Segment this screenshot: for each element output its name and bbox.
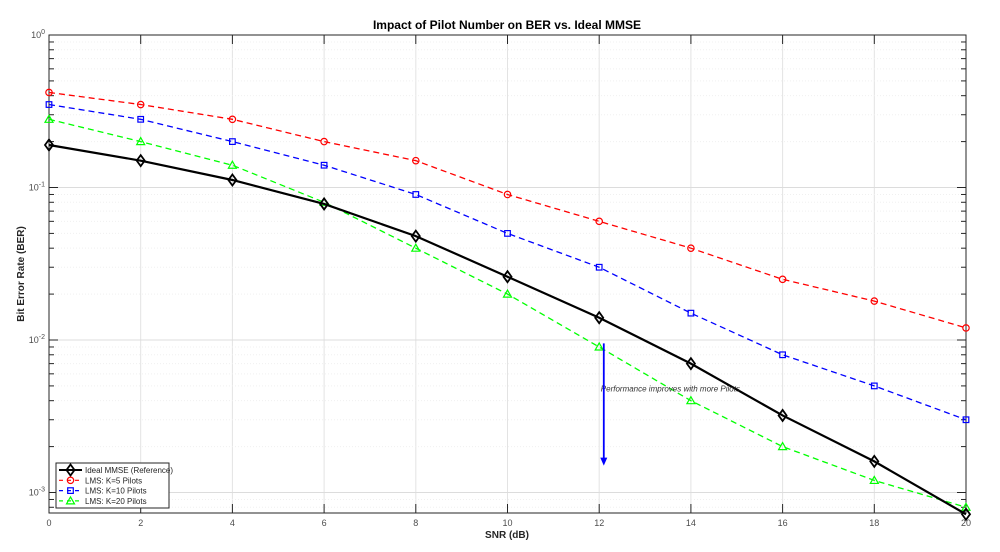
- square-marker: [779, 351, 786, 359]
- x-tick-label: 18: [869, 518, 879, 528]
- diamond-marker: [43, 137, 55, 153]
- diamond-marker: [135, 153, 146, 168]
- square-marker: [504, 230, 511, 237]
- square-marker: [962, 416, 970, 424]
- series-ideal-mmse-reference-: [43, 137, 972, 522]
- diamond-marker: [318, 196, 330, 211]
- triangle-marker: [502, 288, 513, 298]
- diamond-marker: [227, 172, 238, 188]
- triangle-marker: [869, 475, 880, 485]
- legend-label: LMS: K=5 Pilots: [85, 476, 142, 485]
- triangle-marker: [135, 136, 146, 146]
- diamond-marker: [594, 310, 605, 325]
- legend-label: LMS: K=10 Pilots: [85, 487, 147, 496]
- legend-item: LMS: K=5 Pilots: [59, 476, 142, 485]
- circle-marker: [503, 190, 512, 199]
- square-marker: [137, 115, 145, 123]
- annotation-text: Performance improves with more Pilots: [601, 385, 740, 394]
- square-marker: [320, 161, 328, 169]
- data-series: [43, 88, 972, 522]
- legend-item: LMS: K=10 Pilots: [59, 487, 147, 496]
- x-axis-label: SNR (dB): [485, 530, 529, 541]
- triangle-marker: [227, 160, 238, 169]
- arrow-down-icon: [600, 457, 608, 466]
- diamond-marker: [869, 454, 880, 469]
- circle-marker: [228, 115, 237, 124]
- triangle-marker: [65, 495, 76, 505]
- legend: Ideal MMSE (Reference)LMS: K=5 Pilots LMS…: [55, 462, 173, 509]
- triangle-marker: [685, 395, 696, 405]
- circle-marker: [595, 217, 604, 226]
- circle-marker: [66, 476, 75, 485]
- diamond-marker: [960, 507, 972, 522]
- legend-label: Ideal MMSE (Reference): [85, 466, 173, 475]
- triangle-marker: [777, 441, 788, 451]
- y-tick-label: 10-3: [29, 487, 45, 498]
- grid-lines: [48, 34, 967, 513]
- y-tick-labels: 100 10-1 10-2 10-3: [29, 29, 45, 498]
- circle-marker: [962, 324, 970, 332]
- x-tick-label: 4: [230, 518, 235, 528]
- x-tick-label: 12: [594, 518, 604, 528]
- chart-title: Impact of Pilot Number on BER vs. Ideal …: [373, 18, 641, 32]
- square-marker: [229, 138, 236, 145]
- x-tick-label: 14: [686, 518, 696, 528]
- diamond-marker: [65, 462, 76, 478]
- circle-marker: [320, 137, 328, 146]
- triangle-marker: [43, 114, 55, 123]
- square-marker: [870, 382, 878, 390]
- square-marker: [412, 191, 420, 198]
- circle-marker: [687, 244, 695, 252]
- circle-marker: [778, 275, 787, 284]
- series-lms-k-5-pilots: [45, 88, 970, 332]
- series-line: [48, 103, 967, 421]
- diamond-marker: [685, 356, 697, 371]
- square-marker: [67, 487, 74, 494]
- series-lms-k-10-pilots: [45, 101, 970, 424]
- x-tick-label: 0: [46, 518, 51, 528]
- legend-item: LMS: K=20 Pilots: [59, 495, 147, 506]
- circle-marker: [136, 100, 145, 109]
- circle-marker: [870, 297, 879, 305]
- annotation: Performance improves with more Pilots: [600, 343, 740, 466]
- y-tick-label: 100: [31, 29, 45, 40]
- y-tick-label: 10-1: [29, 182, 45, 193]
- axis-ticks: [48, 34, 967, 513]
- y-tick-label: 10-2: [29, 334, 45, 345]
- diamond-marker: [777, 408, 788, 423]
- triangle-marker: [594, 341, 605, 351]
- circle-marker: [45, 88, 53, 97]
- square-marker: [45, 101, 53, 108]
- triangle-marker: [410, 242, 421, 252]
- legend-label: LMS: K=20 Pilots: [85, 497, 147, 506]
- x-tick-label: 16: [778, 518, 788, 528]
- x-tick-label: 8: [413, 518, 418, 528]
- x-tick-labels: 0 2 4 6 8 10 12 14 16 18 20: [46, 518, 971, 528]
- x-tick-label: 2: [138, 518, 143, 528]
- series-line: [48, 143, 967, 516]
- legend-item: Ideal MMSE (Reference): [59, 462, 173, 478]
- square-marker: [687, 309, 695, 317]
- diamond-marker: [502, 269, 513, 284]
- series-line: [48, 91, 967, 329]
- series-line: [48, 118, 967, 508]
- square-marker: [595, 263, 603, 271]
- circle-marker: [411, 156, 420, 165]
- diamond-marker: [410, 229, 421, 244]
- y-axis-label: Bit Error Rate (BER): [16, 226, 27, 322]
- x-tick-label: 6: [322, 518, 327, 528]
- x-tick-label: 20: [961, 518, 971, 528]
- x-tick-label: 10: [502, 518, 512, 528]
